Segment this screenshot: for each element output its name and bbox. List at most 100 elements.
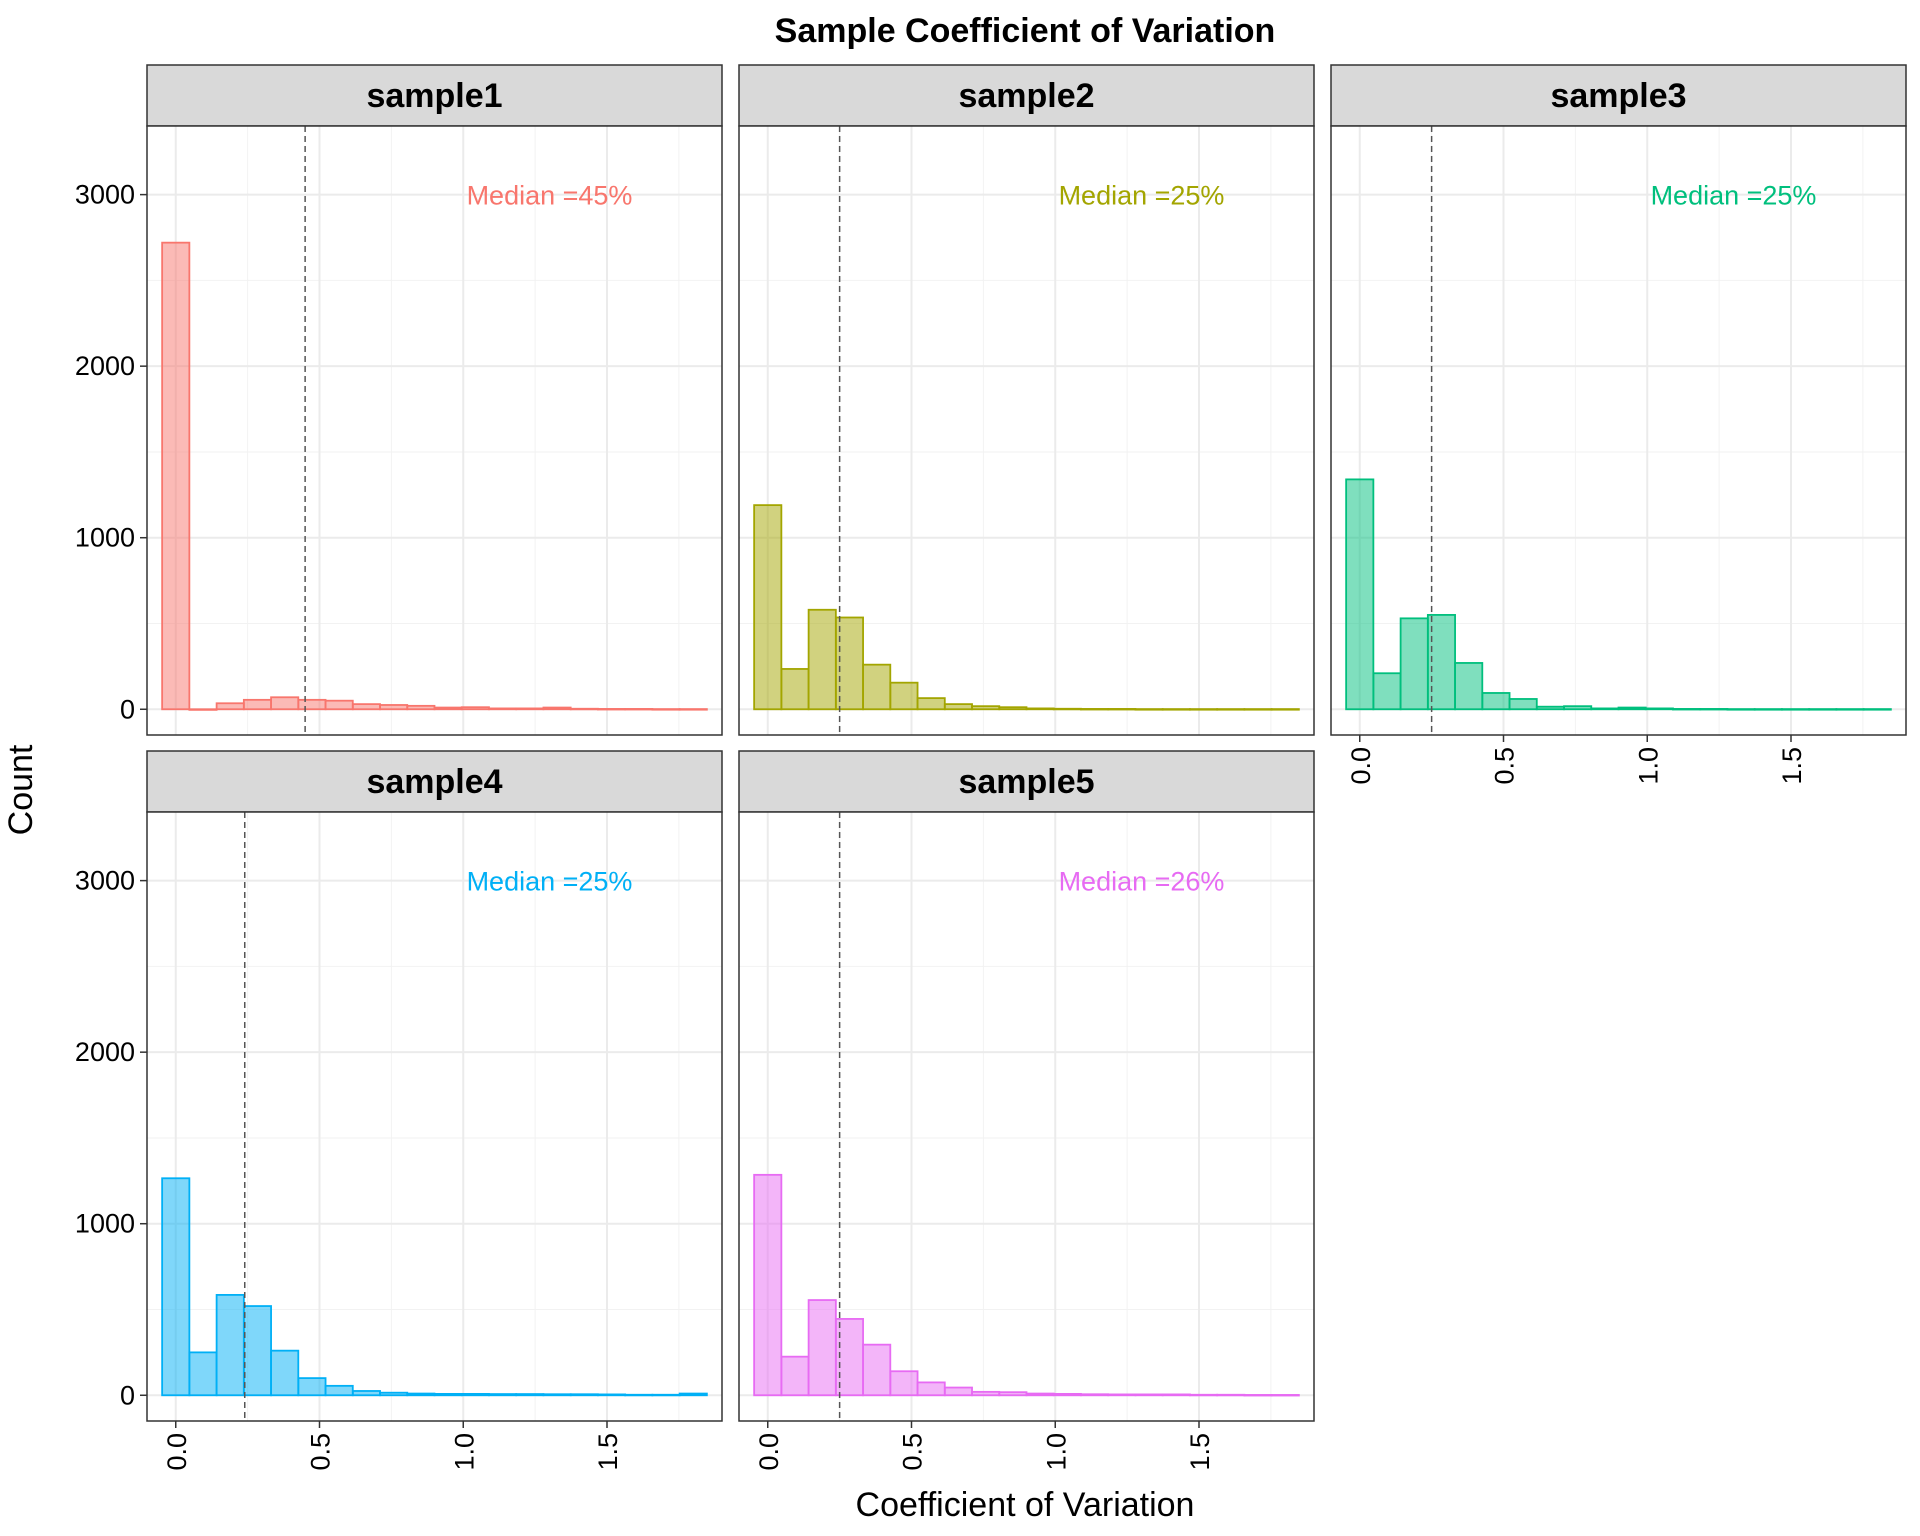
histogram-bar: [998, 706, 1028, 711]
histogram-bar: [1644, 707, 1674, 711]
strip-background: [738, 64, 1315, 127]
histogram-bar: [753, 504, 783, 711]
histogram-bar: [1107, 1393, 1137, 1397]
facet-panels: sample1 Median =45% 0 1000 2000 3000 sample2 Me…: [75, 64, 1907, 1471]
histogram-bar: [1617, 706, 1647, 711]
histogram-bar: [1080, 1393, 1110, 1397]
panel-border: [738, 125, 1315, 736]
histogram-bar: [433, 1392, 463, 1397]
panel-border: [146, 125, 723, 736]
panel-sample2: sample2 Median =25%: [738, 64, 1315, 736]
histogram-bar: [542, 1393, 572, 1397]
histogram-bar: [1399, 617, 1429, 711]
panel-sample4: sample4 Median =25% 0 1000 2000 3000 0.0 0.5 1.0…: [75, 750, 723, 1471]
histogram-bar: [1025, 1392, 1055, 1397]
histogram-bar: [678, 708, 708, 711]
histogram-bar: [379, 704, 409, 711]
y-axis: 0 1000 2000 3000: [75, 866, 147, 1410]
histogram-bar: [597, 708, 627, 711]
y-tick-label: 1000: [75, 1209, 135, 1239]
histogram-bar: [542, 706, 572, 711]
y-axis: 0 1000 2000 3000: [75, 180, 147, 724]
histogram-bar: [1243, 708, 1273, 711]
histogram-bar: [1753, 708, 1783, 711]
y-tick-label: 2000: [75, 1037, 135, 1067]
histogram-bar: [1189, 708, 1219, 711]
strip-label: sample5: [958, 763, 1094, 801]
histogram-bar: [1134, 1393, 1164, 1397]
histogram-bar: [1481, 692, 1511, 711]
y-axis-title: Count: [2, 744, 40, 835]
histogram-bar: [807, 1299, 837, 1397]
minor-gridlines: [147, 126, 722, 735]
histogram-bar: [780, 668, 810, 711]
median-annotation: Median =25%: [467, 867, 633, 897]
x-tick-label: 1.0: [1041, 1433, 1071, 1471]
histogram-bars: [161, 1177, 708, 1397]
histogram-bar: [1216, 1393, 1246, 1397]
y-tick-label: 3000: [75, 180, 135, 210]
histogram-bar: [1835, 708, 1865, 711]
x-tick-label: 0.5: [1490, 747, 1520, 785]
histogram-bar: [188, 708, 218, 711]
histogram-bar: [780, 1355, 810, 1397]
histogram-bar: [916, 1381, 946, 1397]
histogram-bar: [889, 1370, 919, 1397]
histogram-bar: [324, 1384, 354, 1397]
median-annotation: Median =45%: [467, 181, 633, 211]
histogram-bar: [971, 1390, 1001, 1397]
x-tick-label: 1.0: [449, 1433, 479, 1471]
x-axis: 0.0 0.5 1.0 1.5: [1346, 735, 1807, 785]
panel-sample3: sample3 Median =25% 0.0 0.5 1.0 1.5: [1330, 64, 1907, 785]
histogram-bar: [1161, 1393, 1191, 1397]
histogram-bar: [1161, 708, 1191, 711]
y-tick-label: 3000: [75, 866, 135, 896]
histogram-bar: [1270, 1394, 1300, 1397]
histogram-bar: [515, 1393, 545, 1397]
histogram-bar: [215, 1294, 245, 1397]
strip-label: sample3: [1550, 77, 1686, 115]
x-tick-label: 0.0: [1346, 747, 1376, 785]
histogram-bar: [753, 1173, 783, 1397]
histogram-bar: [651, 1393, 681, 1397]
histogram-bar: [488, 1393, 518, 1397]
panel-sample5: sample5 Median =26% 0.0 0.5 1.0 1.5: [738, 750, 1315, 1471]
histogram-bar: [406, 1392, 436, 1397]
histogram-bar: [1726, 708, 1756, 711]
histogram-bar: [651, 708, 681, 711]
strip-background: [738, 750, 1315, 813]
x-axis: 0.0 0.5 1.0 1.5: [754, 1421, 1215, 1471]
histogram-bar: [569, 707, 599, 711]
panel-sample1: sample1 Median =45% 0 1000 2000 3000: [75, 64, 723, 736]
histogram-bar: [488, 707, 518, 711]
y-tick-label: 2000: [75, 351, 135, 381]
histogram-bar: [433, 706, 463, 711]
x-tick-label: 1.0: [1633, 747, 1663, 785]
histogram-bar: [1025, 707, 1055, 711]
histogram-bar: [1862, 708, 1892, 711]
histogram-bar: [1563, 705, 1593, 711]
x-tick-label: 1.5: [1777, 747, 1807, 785]
histogram-bar: [460, 1392, 490, 1397]
histogram-bar: [1107, 708, 1137, 711]
histogram-bars: [753, 504, 1300, 711]
histogram-bar: [943, 1386, 973, 1397]
histogram-bar: [242, 1305, 272, 1397]
chart-title: Sample Coefficient of Variation: [775, 12, 1276, 50]
histogram-bar: [1454, 662, 1484, 711]
histogram-bar: [862, 1343, 892, 1397]
y-tick-label: 0: [120, 1380, 135, 1410]
histogram-bar: [1672, 708, 1702, 711]
histogram-bar: [215, 702, 245, 711]
histogram-bar: [1189, 1393, 1219, 1397]
histogram-bar: [569, 1393, 599, 1397]
histogram-bar: [297, 1377, 327, 1397]
histogram-bar: [460, 706, 490, 711]
median-annotation: Median =26%: [1059, 867, 1225, 897]
histogram-bar: [1808, 708, 1838, 711]
histogram-bar: [834, 616, 864, 711]
histogram-bar: [807, 608, 837, 711]
x-tick-label: 1.5: [1185, 1433, 1215, 1471]
histogram-bars: [161, 241, 708, 711]
histogram-bar: [889, 681, 919, 711]
